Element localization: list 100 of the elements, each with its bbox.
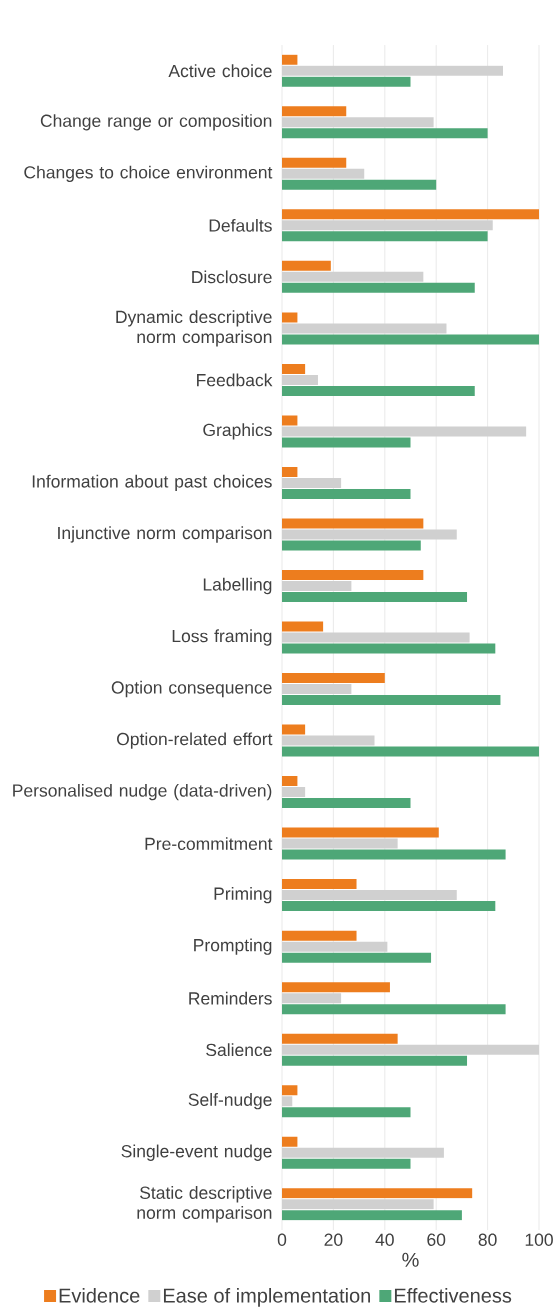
- y-tick-label: Option-related effort: [117, 732, 273, 749]
- bar: [282, 282, 475, 293]
- y-tick-label: Graphics: [203, 423, 272, 440]
- bar: [282, 179, 437, 190]
- y-tick-label: Pre-commitment: [145, 837, 273, 851]
- y-tick-label: Dynamic descriptive norm comparison: [116, 310, 272, 347]
- bar: [282, 632, 470, 643]
- bar: [282, 76, 411, 87]
- bar: [282, 488, 411, 499]
- bar: [282, 374, 318, 385]
- bar: [282, 168, 365, 179]
- bar: [282, 323, 447, 334]
- bar: [282, 1210, 462, 1221]
- bar: [282, 684, 352, 695]
- bar: [282, 827, 439, 838]
- y-tick-label: Change range or composition: [40, 114, 272, 131]
- bar: [282, 1107, 411, 1118]
- bar: [282, 54, 298, 65]
- bar: [282, 363, 306, 374]
- bar: [282, 209, 539, 220]
- bar: [282, 1136, 298, 1147]
- bar: [282, 1055, 468, 1066]
- y-tick-label: Self-nudge: [188, 1093, 272, 1110]
- bar: [282, 1085, 298, 1096]
- x-axis-title: %: [402, 1252, 419, 1267]
- bar: [282, 798, 411, 809]
- bar: [282, 695, 501, 706]
- bar: [282, 1033, 398, 1044]
- bar: [282, 1096, 293, 1107]
- x-tick-label: 20: [324, 1233, 343, 1246]
- bar: [282, 334, 539, 345]
- bar: [282, 65, 504, 76]
- y-tick-label: Disclosure: [192, 270, 272, 284]
- bar: [282, 890, 457, 901]
- bar: [282, 117, 434, 128]
- x-tick-label: 80: [478, 1233, 497, 1246]
- y-tick-label: Option consequence: [111, 680, 272, 698]
- bar: [282, 220, 493, 231]
- bar: [282, 849, 506, 860]
- bar: [282, 580, 352, 591]
- bar: [282, 106, 347, 117]
- bar: [282, 540, 421, 551]
- bar: [282, 1147, 444, 1158]
- bar: [282, 1188, 473, 1199]
- y-tick-label: Reminders: [189, 991, 272, 1005]
- bar: [282, 518, 424, 529]
- bar: [282, 591, 468, 602]
- y-tick-label: Labelling: [203, 577, 272, 595]
- y-tick-label: Static descriptive norm comparison: [137, 1186, 272, 1223]
- bar: [282, 466, 298, 477]
- x-tick-label: 60: [427, 1233, 446, 1246]
- bar: [282, 993, 342, 1004]
- bar: [282, 271, 424, 282]
- y-tick-label: Changes to choice environment: [24, 165, 273, 182]
- y-tick-label: Active choice: [168, 64, 272, 78]
- bar: [282, 838, 398, 849]
- x-tick-label: 40: [375, 1233, 394, 1246]
- y-tick-label: Prompting: [194, 938, 272, 955]
- bar: [282, 941, 388, 952]
- bar: [282, 982, 390, 993]
- y-tick-label: Priming: [214, 886, 272, 904]
- bar: [282, 415, 298, 426]
- bar: [282, 735, 375, 746]
- bar: [282, 746, 539, 757]
- bar: [282, 930, 357, 941]
- y-tick-label: Information about past choices: [32, 474, 272, 492]
- bar: [282, 1158, 411, 1169]
- bar: [282, 1044, 539, 1055]
- y-tick-label: Feedback: [197, 373, 273, 387]
- bar: [282, 724, 306, 735]
- bar: [282, 1004, 506, 1015]
- bar: [282, 787, 306, 798]
- bar: [282, 952, 432, 963]
- bar: [282, 231, 488, 242]
- bar: [282, 477, 342, 488]
- x-tick-label: 0: [277, 1233, 287, 1246]
- bar: [282, 901, 496, 912]
- y-tick-label: Personalised nudge (data-driven): [13, 783, 272, 801]
- y-tick-label: Loss framing: [172, 629, 272, 646]
- bar: [282, 776, 298, 787]
- y-tick-label: Defaults: [209, 218, 272, 232]
- legend-label: Effectiveness: [394, 1288, 512, 1303]
- bar: [282, 569, 424, 580]
- x-tick-label: 100: [525, 1233, 553, 1246]
- bar: [282, 260, 331, 271]
- bar: [282, 643, 496, 654]
- bar: [282, 157, 347, 168]
- bar: [282, 426, 527, 437]
- bar: [282, 312, 298, 323]
- y-tick-label: Single-event nudge: [121, 1144, 272, 1161]
- bar: [282, 673, 385, 684]
- bar: [282, 879, 357, 890]
- bar: [282, 529, 457, 540]
- legend-label: Evidence: [59, 1288, 140, 1303]
- bar: [282, 621, 324, 632]
- bar: [282, 1199, 434, 1210]
- bar: [282, 437, 411, 448]
- bar: [282, 385, 475, 396]
- y-tick-label: Salience: [206, 1043, 272, 1057]
- y-tick-label: Injunctive norm comparison: [58, 526, 272, 543]
